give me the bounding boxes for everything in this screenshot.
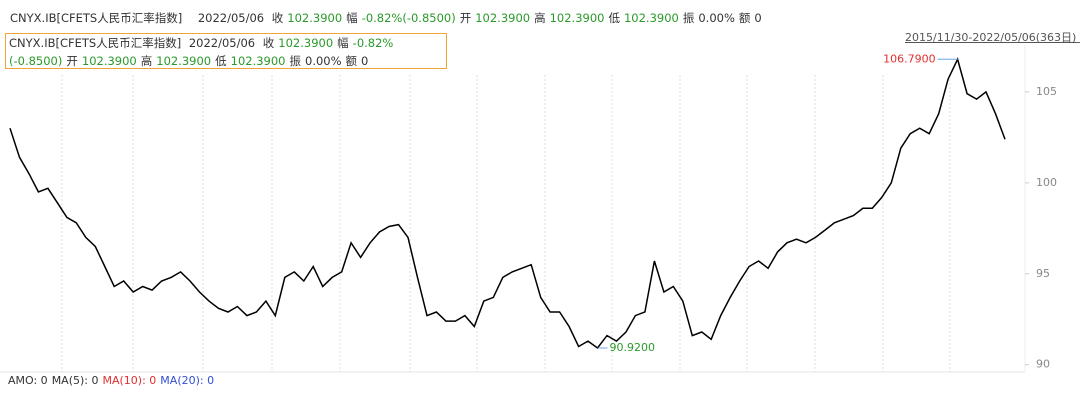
y-tick-label: 100 bbox=[1036, 176, 1057, 189]
field-label: 收 bbox=[262, 36, 275, 50]
field-value: 102.3900 bbox=[549, 11, 605, 25]
field-label: 额 bbox=[345, 54, 358, 68]
field-value: 102.3900 bbox=[81, 54, 137, 68]
indicator: MA(20): 0 bbox=[160, 374, 215, 387]
indicator-legend: AMO: 0 MA(5): 0 MA(10): 0 MA(20): 0 bbox=[8, 374, 218, 387]
field-label: 低 bbox=[608, 11, 620, 25]
field-label: 低 bbox=[215, 54, 227, 68]
indicator: MA(10): 0 bbox=[102, 374, 157, 387]
field-label: 开 bbox=[66, 54, 78, 68]
field-label: 收 bbox=[271, 11, 284, 25]
date: 2022/05/06 bbox=[188, 36, 256, 50]
y-tick-label: 105 bbox=[1036, 85, 1057, 98]
date-range[interactable]: 2015/11/30-2022/05/06(363日) ▼ bbox=[905, 29, 1080, 45]
field-label: 高 bbox=[140, 54, 153, 68]
price-line bbox=[9, 57, 1006, 350]
field-value: 0.00% bbox=[305, 54, 342, 68]
field-value: 0 bbox=[754, 11, 762, 25]
field-value: 102.3900 bbox=[156, 54, 212, 68]
field-value: 102.3900 bbox=[623, 11, 679, 25]
max-label: 106.7900 bbox=[883, 52, 936, 65]
min-label: 90.9200 bbox=[610, 341, 656, 354]
date-range-text[interactable]: 2015/11/30-2022/05/06(363日) bbox=[905, 31, 1077, 44]
field-value: 102.3900 bbox=[230, 54, 286, 68]
field-label: 高 bbox=[534, 11, 546, 25]
field-label: 幅 bbox=[337, 36, 349, 50]
field-label: 额 bbox=[738, 11, 751, 25]
symbol: CNYX.IB[CFETS人民币汇率指数] bbox=[9, 36, 182, 50]
field-value: 0.00% bbox=[698, 11, 735, 25]
y-tick-label: 90 bbox=[1036, 358, 1050, 371]
symbol: CNYX.IB[CFETS人民币汇率指数] bbox=[10, 11, 183, 25]
tooltip: CNYX.IB[CFETS人民币汇率指数] 2022/05/06 收 102.39… bbox=[5, 33, 447, 69]
field-value: 102.3900 bbox=[475, 11, 531, 25]
field-value: -0.82%(-0.8500) bbox=[9, 36, 394, 68]
y-tick-label: 95 bbox=[1036, 267, 1050, 280]
date: 2022/05/06 bbox=[197, 11, 265, 25]
quote-header: CNYX.IB[CFETS人民币汇率指数] 2022/05/06 收 102.39… bbox=[10, 10, 770, 26]
field-value: 102.3900 bbox=[287, 11, 343, 25]
indicator: AMO: 0 bbox=[8, 374, 48, 387]
field-label: 幅 bbox=[346, 11, 358, 25]
indicator: MA(5): 0 bbox=[51, 374, 99, 387]
field-value: 102.3900 bbox=[278, 36, 334, 50]
field-label: 振 bbox=[289, 54, 302, 68]
field-label: 振 bbox=[682, 11, 695, 25]
field-label: 开 bbox=[459, 11, 472, 25]
field-value: -0.82%(-0.8500) bbox=[361, 11, 456, 25]
field-value: 0 bbox=[361, 54, 369, 68]
